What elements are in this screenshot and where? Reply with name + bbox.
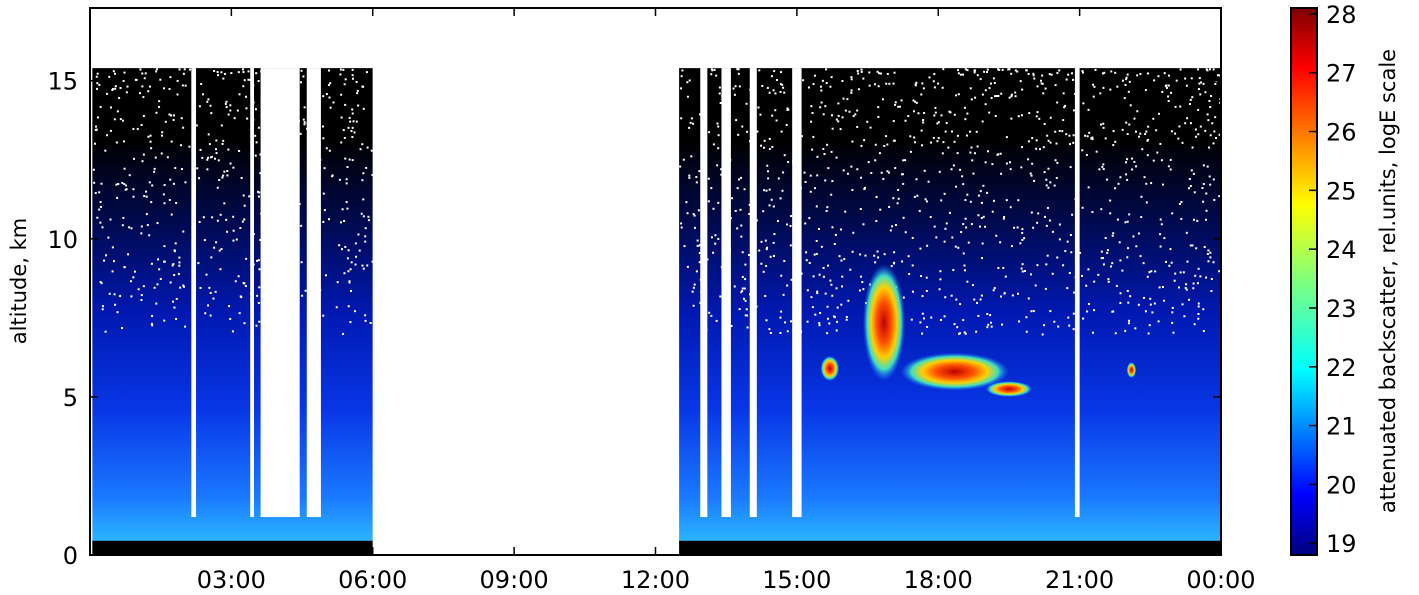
colorbar-label: attenuated backscatter, rel.units, logE … <box>1376 49 1400 513</box>
dropout-columns <box>191 68 1080 518</box>
colorbar-tick-label: 22 <box>1326 354 1357 382</box>
x-tick-label: 03:00 <box>197 566 266 594</box>
y-tick-label: 10 <box>47 226 78 254</box>
x-tick-label: 15:00 <box>762 566 831 594</box>
cloud <box>1126 362 1137 378</box>
colorbar-tick-label: 24 <box>1326 236 1357 264</box>
surface-layer <box>92 540 373 555</box>
heatmap-plot-area <box>90 8 1221 555</box>
colorbar-tick-label: 21 <box>1326 413 1357 441</box>
cloud-features <box>820 264 1137 397</box>
cloud <box>862 264 906 382</box>
y-axis-label: altitude, km <box>7 218 31 345</box>
cloud-layer <box>900 352 1009 391</box>
x-tick-label: 12:00 <box>621 566 690 594</box>
colorbar-tick-label: 27 <box>1326 60 1357 88</box>
colorbar-tick-label: 19 <box>1326 530 1357 558</box>
colorbar-axis: 19 20 21 22 23 24 25 26 27 28 <box>1309 1 1357 558</box>
colorbar <box>1290 7 1318 556</box>
data-gap <box>372 8 680 555</box>
cloud-layer <box>985 381 1033 397</box>
backscatter-region <box>679 68 1221 555</box>
x-tick-label: 18:00 <box>904 566 973 594</box>
x-axis: 03:00 06:00 09:00 12:00 15:00 18:00 21:00 00:00 <box>197 8 1256 594</box>
colorbar-tick-label: 23 <box>1326 295 1357 323</box>
y-tick-label: 0 <box>63 542 78 570</box>
x-tick-label: 09:00 <box>480 566 549 594</box>
y-tick-label: 5 <box>63 384 78 412</box>
backscatter-region <box>92 68 373 555</box>
colorbar-tick-label: 28 <box>1326 1 1357 29</box>
x-tick-label: 00:00 <box>1186 566 1255 594</box>
colorbar-tick-label: 20 <box>1326 471 1357 499</box>
surface-layer <box>679 540 1221 555</box>
colorbar-tick-label: 25 <box>1326 177 1357 205</box>
cloud <box>820 355 840 382</box>
x-tick-label: 06:00 <box>338 566 407 594</box>
x-tick-label: 21:00 <box>1045 566 1114 594</box>
y-axis: 0 5 10 15 <box>47 68 1221 570</box>
y-tick-label: 15 <box>47 68 78 96</box>
colorbar-tick-label: 26 <box>1326 119 1357 147</box>
